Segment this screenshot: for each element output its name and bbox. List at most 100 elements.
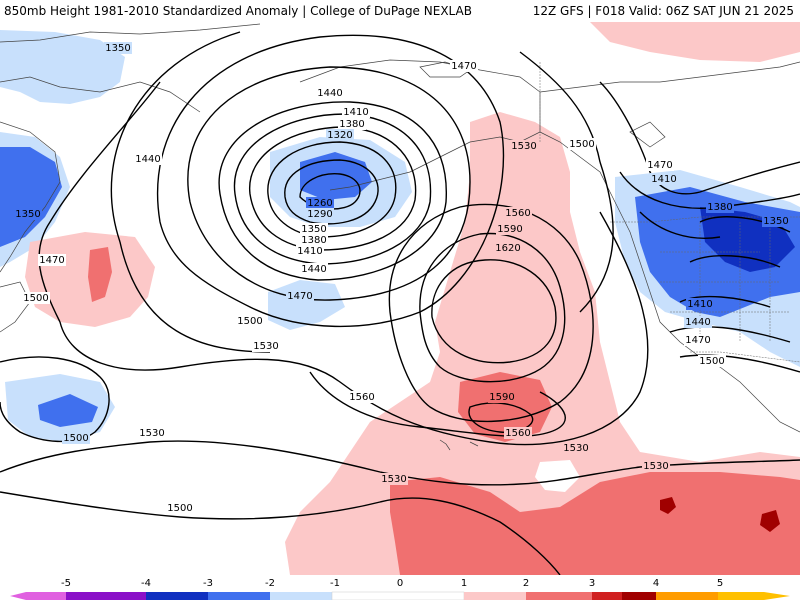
svg-text:1410: 1410 [343, 107, 368, 118]
coastline-hawaii [439, 439, 479, 451]
contour-1500-c [110, 31, 614, 353]
anomaly-pos2-c [458, 372, 552, 442]
anomaly-neg1-nw [0, 30, 125, 104]
contour-label-1500-ne: 1500 [568, 138, 596, 150]
colorbar-swatch-neg4a [66, 592, 106, 600]
border-us-mexico [690, 351, 800, 363]
contour-label-1440-b: 1440 [300, 263, 328, 275]
colorbar-tick-pos3: 3 [589, 578, 595, 589]
svg-text:1560: 1560 [505, 428, 530, 439]
svg-text:1500: 1500 [23, 293, 48, 304]
svg-text:1530: 1530 [253, 341, 278, 352]
contour-label-1560-n: 1560 [504, 207, 532, 219]
colorbar-swatch-neg2 [208, 592, 270, 600]
colorbar-arrow-right [764, 592, 790, 600]
colorbar-tick-neg4: -4 [141, 578, 151, 589]
colorbar-swatch-neg3b [176, 592, 208, 600]
svg-text:1440: 1440 [317, 88, 342, 99]
contour-label-1470-ne: 1470 [646, 159, 674, 171]
model-run-info: 12Z GFS | F018 Valid: 06Z SAT JUN 21 202… [532, 4, 794, 18]
contour-label-1620: 1620 [494, 242, 522, 254]
coastline-hudson [629, 121, 666, 148]
colorbar-tick-pos4: 4 [653, 578, 659, 589]
svg-text:1320: 1320 [327, 130, 352, 141]
contour-label-1530-n: 1530 [510, 140, 538, 152]
svg-text:1500: 1500 [569, 139, 594, 150]
colorbar-tick-pos1: 1 [461, 578, 467, 589]
contour-label-1440-n: 1440 [316, 87, 344, 99]
svg-text:1440: 1440 [301, 264, 326, 275]
svg-text:1500: 1500 [237, 316, 262, 327]
coastline-us-west [629, 231, 701, 358]
contour-label-1440-se: 1440 [684, 316, 712, 328]
svg-text:1440: 1440 [685, 317, 710, 328]
svg-text:1500: 1500 [699, 356, 724, 367]
contour-1470 [156, 34, 505, 328]
colorbar-tick-neg5: -5 [61, 578, 71, 589]
contour-label-1560-s: 1560 [504, 427, 532, 439]
contour-label-1590-n: 1590 [496, 223, 524, 235]
contour-label-1470-se: 1470 [684, 334, 712, 346]
svg-text:1260: 1260 [307, 198, 332, 209]
coastline-islands [419, 61, 471, 78]
contour-1500-sw [0, 356, 110, 443]
colorbar-tick-neg1: -1 [330, 578, 340, 589]
colorbar-tick-pos2: 2 [523, 578, 529, 589]
contour-label-1440-w: 1440 [134, 153, 162, 165]
contour-label-1470-c: 1470 [286, 290, 314, 302]
coastline-kamchatka [0, 121, 61, 273]
contour-1560-ridge [388, 203, 594, 423]
svg-text:1470: 1470 [685, 335, 710, 346]
svg-text:1590: 1590 [497, 224, 522, 235]
svg-text:1560: 1560 [505, 208, 530, 219]
contour-label-1500-w: 1500 [22, 292, 50, 304]
contour-label-1410-a: 1410 [342, 106, 370, 118]
svg-text:1560: 1560 [349, 392, 374, 403]
colorbar-swatch-pos5 [718, 592, 764, 600]
svg-text:1410: 1410 [297, 246, 322, 257]
svg-text:1380: 1380 [301, 235, 326, 246]
colorbar-swatches [10, 591, 790, 600]
contour-1620 [431, 259, 557, 364]
svg-text:1500: 1500 [63, 433, 88, 444]
anomaly-pos2-w [88, 247, 112, 302]
anomaly-pos2-s [390, 472, 800, 575]
contour-label-1290: 1290 [306, 208, 334, 220]
contour-1440 [187, 66, 471, 301]
contour-1530 [38, 81, 649, 446]
contour-1350 [249, 126, 417, 251]
colorbar-tick-neg2: -2 [265, 578, 275, 589]
contour-label-1560-c: 1560 [348, 391, 376, 403]
contour-label-1500-s: 1500 [166, 502, 194, 514]
svg-text:1290: 1290 [307, 209, 332, 220]
contour-label-1470-w: 1470 [38, 254, 66, 266]
contour-labels: 1350 1440 1470 1410 1380 1320 1440 1350 … [14, 42, 790, 514]
colorbar-swatch-pos1 [464, 592, 526, 600]
svg-text:1470: 1470 [451, 61, 476, 72]
contour-label-1530-sw: 1530 [138, 427, 166, 439]
svg-text:1500: 1500 [167, 503, 192, 514]
svg-text:1530: 1530 [381, 474, 406, 485]
svg-text:1530: 1530 [643, 461, 668, 472]
contour-label-1350-w: 1350 [14, 208, 42, 220]
svg-text:1410: 1410 [651, 174, 676, 185]
svg-text:1380: 1380 [339, 119, 364, 130]
contour-label-1590-s: 1590 [488, 391, 516, 403]
contour-1500-s [0, 491, 561, 575]
contour-label-1380-e: 1380 [706, 201, 734, 213]
anomaly-neg-hole [535, 460, 580, 492]
contour-label-1410-e: 1410 [650, 173, 678, 185]
contour-label-1530-s: 1530 [380, 473, 408, 485]
anomaly-neg2-w [0, 147, 62, 247]
contour-1590-ridge [419, 232, 566, 383]
contour-label-1500-se: 1500 [698, 355, 726, 367]
contour-label-1500-c: 1500 [236, 315, 264, 327]
colorbar-swatch-pos3b [622, 592, 656, 600]
contour-label-1530-e: 1530 [642, 460, 670, 472]
colorbar-tick-zero: 0 [397, 578, 403, 589]
colorbar-swatch-neg1 [270, 592, 332, 600]
colorbar-swatch-pos2 [526, 592, 592, 600]
contour-label-1350-e: 1350 [762, 215, 790, 227]
anomaly-pos1-upper-right [590, 22, 800, 62]
svg-text:1350: 1350 [15, 209, 40, 220]
